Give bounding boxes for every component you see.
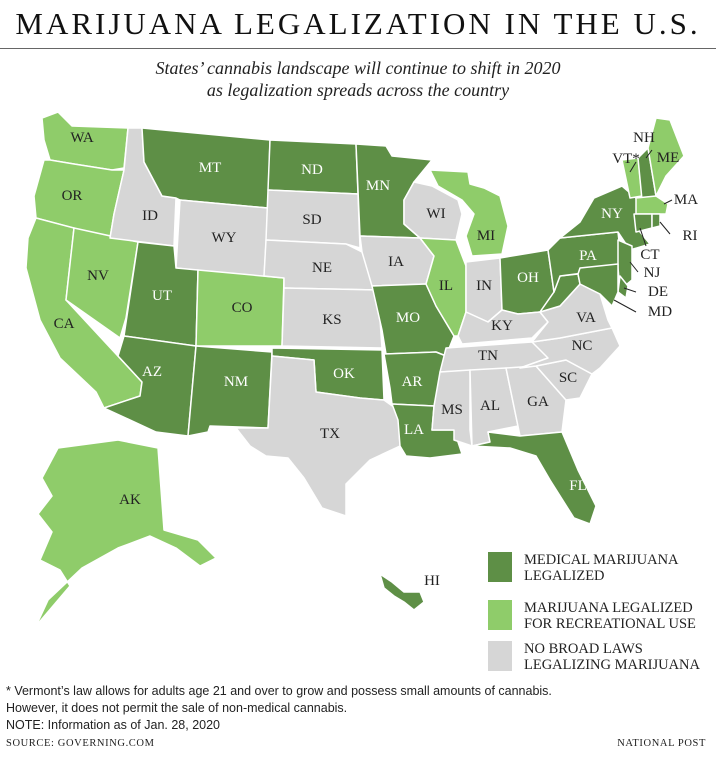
legend-medical-line2: LEGALIZED [524, 568, 605, 584]
state-label-vt: VT* [612, 151, 640, 167]
state-label-fl: FL [569, 478, 587, 494]
state-label-ky: KY [491, 318, 513, 334]
subtitle-line-2: as legalization spreads across the count… [206, 80, 510, 100]
state-ky[interactable] [457, 309, 549, 345]
publisher-credit: NATIONAL POST [617, 738, 706, 749]
state-label-nc: NC [572, 338, 593, 354]
state-md[interactable] [577, 263, 619, 307]
leader-ct [639, 227, 647, 247]
legend-medical-line1: MEDICAL MARIJUANA [524, 552, 679, 568]
state-label-tn: TN [478, 348, 498, 364]
leader-ma [663, 199, 673, 205]
state-label-ne: NE [312, 260, 332, 276]
state-ak[interactable] [35, 439, 217, 627]
leader-md [613, 299, 637, 313]
state-label-sc: SC [559, 370, 577, 386]
vermont-footnote-line1: * Vermont’s law allows for adults age 21… [6, 684, 552, 698]
state-label-ma: MA [674, 192, 698, 208]
state-label-in: IN [476, 278, 492, 294]
state-label-ak: AK [119, 492, 141, 508]
title-divider [0, 48, 716, 49]
state-label-ga: GA [527, 394, 549, 410]
leader-de [623, 287, 637, 293]
leader-nh [645, 149, 653, 159]
legend-medical: MEDICAL MARIJUANA LEGALIZED [488, 552, 716, 584]
state-label-ca: CA [54, 316, 75, 332]
legend-label-recreational: MARIJUANA LEGALIZED FOR RECREATIONAL USE [524, 600, 716, 632]
state-label-ri: RI [683, 228, 698, 244]
state-label-wy: WY [212, 230, 237, 246]
us-map: WA OR CA NV ID MT WY UT CO AZ NM ND SD NE KS OK TX MN IA MO… [25, 111, 698, 627]
state-label-me: ME [657, 150, 680, 166]
state-label-tx: TX [320, 426, 340, 442]
state-tx[interactable] [235, 355, 401, 517]
state-label-md: MD [648, 304, 672, 320]
state-wi[interactable] [403, 181, 463, 241]
state-label-ia: IA [388, 254, 404, 270]
state-fl[interactable] [471, 431, 597, 525]
legend-none: NO BROAD LAWS LEGALIZING MARIJUANA [488, 641, 716, 673]
state-label-ut: UT [152, 288, 172, 304]
legend-none-line1: NO BROAD LAWS [524, 641, 643, 657]
state-label-nj: NJ [644, 265, 661, 281]
state-label-de: DE [648, 284, 668, 300]
state-label-mn: MN [366, 178, 390, 194]
state-label-nd: ND [301, 162, 323, 178]
state-mi[interactable] [429, 169, 509, 257]
state-ma[interactable] [635, 195, 669, 215]
state-ri[interactable] [651, 213, 661, 229]
date-note: NOTE: Information as of Jan. 28, 2020 [6, 718, 221, 732]
legend-label-medical: MEDICAL MARIJUANA LEGALIZED [524, 552, 716, 584]
state-label-az: AZ [142, 364, 162, 380]
state-label-sd: SD [302, 212, 321, 228]
state-il[interactable] [419, 237, 467, 337]
state-nm[interactable] [187, 345, 273, 437]
state-label-nh: NH [633, 130, 655, 146]
legend-swatch-none [488, 641, 512, 671]
leader-ri [659, 221, 671, 235]
state-label-ar: AR [402, 374, 423, 390]
legend-recreational: MARIJUANA LEGALIZED FOR RECREATIONAL USE [488, 600, 716, 632]
leader-vt [629, 161, 637, 173]
page-title: MARIJUANA LEGALIZATION IN THE U.S. [15, 6, 701, 41]
state-label-ct: CT [640, 247, 659, 263]
legend-label-none: NO BROAD LAWS LEGALIZING MARIJUANA [524, 641, 716, 673]
state-label-mo: MO [396, 310, 420, 326]
state-label-wi: WI [426, 206, 445, 222]
state-label-ny: NY [601, 206, 623, 222]
state-label-al: AL [480, 398, 500, 414]
state-label-oh: OH [517, 270, 539, 286]
state-ks[interactable] [281, 287, 383, 349]
state-label-il: IL [439, 278, 453, 294]
state-label-mt: MT [199, 160, 222, 176]
source-credit: SOURCE: GOVERNING.COM [6, 738, 155, 749]
state-label-va: VA [576, 310, 596, 326]
subtitle-line-1: States’ cannabis landscape will continue… [155, 58, 561, 78]
state-label-ks: KS [322, 312, 341, 328]
state-label-co: CO [232, 300, 253, 316]
state-label-la: LA [404, 422, 424, 438]
legend-recreational-line2: FOR RECREATIONAL USE [524, 616, 696, 632]
state-label-ok: OK [333, 366, 355, 382]
state-label-hi: HI [424, 573, 440, 589]
leader-nj [629, 261, 639, 273]
state-label-pa: PA [579, 248, 597, 264]
state-label-or: OR [62, 188, 83, 204]
state-sd[interactable] [265, 189, 361, 249]
state-label-id: ID [142, 208, 158, 224]
state-label-nm: NM [224, 374, 248, 390]
vermont-footnote-line2: However, it does not permit the sale of … [6, 701, 348, 715]
legend-none-line2: LEGALIZING MARIJUANA [524, 657, 700, 673]
state-label-nv: NV [87, 268, 109, 284]
legend-recreational-line1: MARIJUANA LEGALIZED [524, 600, 693, 616]
state-wa[interactable] [41, 111, 129, 171]
state-label-wa: WA [70, 130, 93, 146]
state-ct[interactable] [633, 213, 653, 233]
legend-swatch-medical [488, 552, 512, 582]
state-hi[interactable] [379, 573, 425, 611]
state-label-mi: MI [477, 228, 495, 244]
legend-swatch-recreational [488, 600, 512, 630]
state-label-ms: MS [441, 402, 463, 418]
